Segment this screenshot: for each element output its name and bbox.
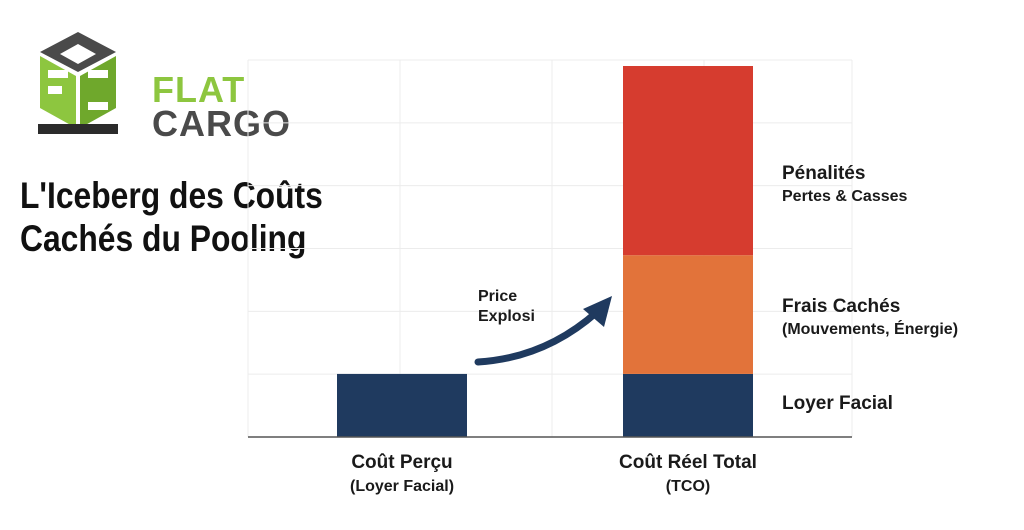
chart-bars [337,66,753,437]
arrow-head-icon [583,296,612,327]
segment-name: Pénalités [782,163,866,184]
logo-line-1: FLAT [152,69,246,110]
price-annotation: Price Explosi [478,287,535,327]
segment-label-frais-caches: Frais Cachés (Mouvements, Énergie) [782,296,958,339]
segment-name: Frais Cachés [782,296,901,317]
segment-label-penalites: Pénalités Pertes & Casses [782,163,907,206]
chart-title: L'Iceberg des Coûts Cachés du Pooling [20,175,347,260]
chart-title-line-2: Cachés du Pooling [20,217,307,259]
logo-wordmark: FLAT CARGO [152,72,291,142]
bar-segment-frais-cach-s [623,255,753,374]
bar-segment-loyer-facial [337,373,467,437]
segment-sub: (Mouvements, Énergie) [782,321,959,338]
segment-label-loyer-facial: Loyer Facial [782,393,893,415]
logo-line-2: CARGO [152,103,291,144]
bar-segment-loyer-facial [623,373,753,437]
bar-segment-p-nalit-s [623,66,753,256]
price-explosion-arrow [474,308,601,366]
segment-name: Loyer Facial [782,393,893,414]
category-sub: (TCO) [665,478,711,495]
category-label-real-total: Coût Réel Total (TCO) [588,452,788,496]
annotation-line-2: Explosi [478,308,535,325]
annotation-line-1: Price [478,288,518,305]
category-name: Coût Perçu [351,452,453,473]
category-label-perceived: Coût Perçu (Loyer Facial) [302,452,502,496]
logo-cube-icon [38,32,118,134]
chart-title-line-1: L'Iceberg des Coûts [20,175,323,216]
category-name: Coût Réel Total [619,452,757,473]
segment-sub: Pertes & Casses [782,188,908,205]
category-sub: (Loyer Facial) [349,478,455,495]
flat-cargo-logo: FLAT CARGO [30,28,300,142]
